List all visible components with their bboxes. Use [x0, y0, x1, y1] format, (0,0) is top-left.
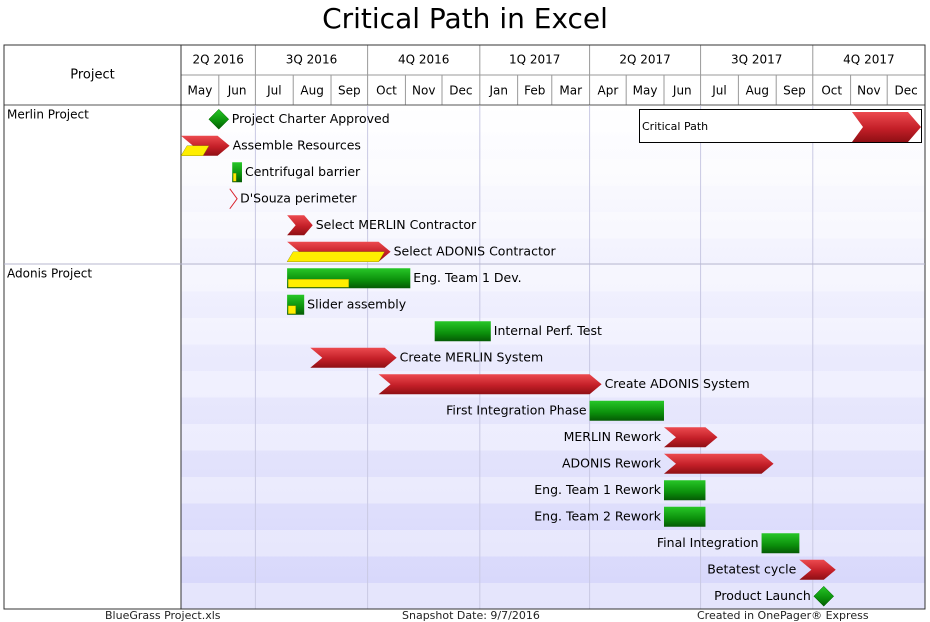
month-label: Oct	[376, 84, 397, 98]
task-label: Assemble Resources	[233, 137, 361, 152]
task-bar	[663, 506, 706, 527]
month-label: Aug	[746, 84, 769, 98]
task-label: Project Charter Approved	[232, 111, 390, 126]
task-bar	[434, 321, 491, 342]
task-label: Product Launch	[714, 588, 811, 603]
chart-frame	[3, 44, 926, 610]
row-band	[181, 477, 925, 504]
group-label: Adonis Project	[7, 267, 92, 281]
task-progress-bar	[233, 173, 237, 182]
row-band	[181, 424, 925, 451]
month-label: May	[633, 84, 658, 98]
milestone-diamond	[813, 585, 835, 607]
task-label: Internal Perf. Test	[494, 323, 602, 338]
quarter-label: 3Q 2017	[731, 53, 782, 67]
month-label: May	[187, 84, 212, 98]
task-label: Create ADONIS System	[605, 376, 750, 391]
critical-path-bar	[287, 215, 313, 236]
month-label: Nov	[412, 84, 435, 98]
footer-source: BlueGrass Project.xls	[105, 609, 221, 622]
legend-label: Critical Path	[642, 120, 709, 133]
critical-progress-bar	[286, 251, 385, 262]
task-bar	[232, 162, 242, 183]
quarter-label: 1Q 2017	[509, 53, 560, 67]
month-label: Aug	[300, 84, 323, 98]
footer-created-by: Created in OnePager® Express	[697, 609, 869, 622]
task-label: First Integration Phase	[446, 402, 587, 417]
critical-path-bar	[663, 453, 774, 474]
task-bar	[589, 400, 664, 421]
quarter-label: 4Q 2016	[398, 53, 449, 67]
task-label: Final Integration	[657, 535, 759, 550]
task-label: Create MERLIN System	[400, 349, 543, 364]
month-label: Feb	[524, 84, 545, 98]
month-label: Jul	[711, 84, 726, 98]
month-label: Mar	[559, 84, 582, 98]
task-progress-bar	[287, 305, 296, 314]
chart-title: Critical Path in Excel	[322, 2, 608, 35]
month-label: Jun	[672, 84, 692, 98]
quarter-label: 3Q 2016	[286, 53, 337, 67]
task-label: Eng. Team 1 Dev.	[413, 270, 521, 285]
row-band	[181, 318, 925, 345]
row-band	[181, 530, 925, 557]
month-label: Dec	[894, 84, 917, 98]
task-label: Eng. Team 2 Rework	[534, 508, 661, 523]
month-label: Oct	[821, 84, 842, 98]
task-label: Select ADONIS Contractor	[394, 243, 557, 258]
quarter-label: 2Q 2016	[192, 53, 243, 67]
task-label: Select MERLIN Contractor	[316, 217, 477, 232]
month-label: Jul	[266, 84, 281, 98]
task-label: Slider assembly	[307, 296, 407, 311]
task-label: D'Souza perimeter	[240, 190, 357, 205]
month-label: Jan	[488, 84, 508, 98]
project-column-header: Project	[70, 68, 114, 83]
group-label: Merlin Project	[7, 108, 89, 122]
legend-critical-path-icon	[852, 112, 921, 142]
row-band	[181, 583, 925, 610]
critical-path-bar	[310, 347, 397, 368]
quarter-label: 2Q 2017	[619, 53, 670, 67]
task-label: ADONIS Rework	[562, 455, 662, 470]
critical-progress-bar	[180, 145, 210, 156]
legend: Critical Path	[639, 109, 922, 143]
month-label: Dec	[449, 84, 472, 98]
footer-snapshot-date: Snapshot Date: 9/7/2016	[402, 609, 540, 622]
task-label: Eng. Team 1 Rework	[534, 482, 661, 497]
month-label: Nov	[857, 84, 880, 98]
quarter-label: 4Q 2017	[843, 53, 894, 67]
task-bar	[761, 533, 800, 554]
month-label: Apr	[598, 84, 619, 98]
critical-path-bar	[663, 427, 718, 448]
row-band	[181, 159, 925, 186]
milestone-diamond	[208, 108, 230, 130]
task-label: Betatest cycle	[707, 561, 796, 576]
task-bar	[663, 480, 706, 501]
month-label: Sep	[783, 84, 806, 98]
task-label: MERLIN Rework	[564, 429, 662, 444]
task-label: Centrifugal barrier	[245, 164, 361, 179]
month-label: Sep	[338, 84, 361, 98]
critical-path-outline	[229, 188, 238, 210]
critical-path-bar	[799, 559, 836, 580]
critical-path-bar	[378, 374, 602, 395]
month-label: Jun	[227, 84, 247, 98]
plot-background	[181, 106, 925, 609]
task-progress-bar	[287, 279, 349, 288]
